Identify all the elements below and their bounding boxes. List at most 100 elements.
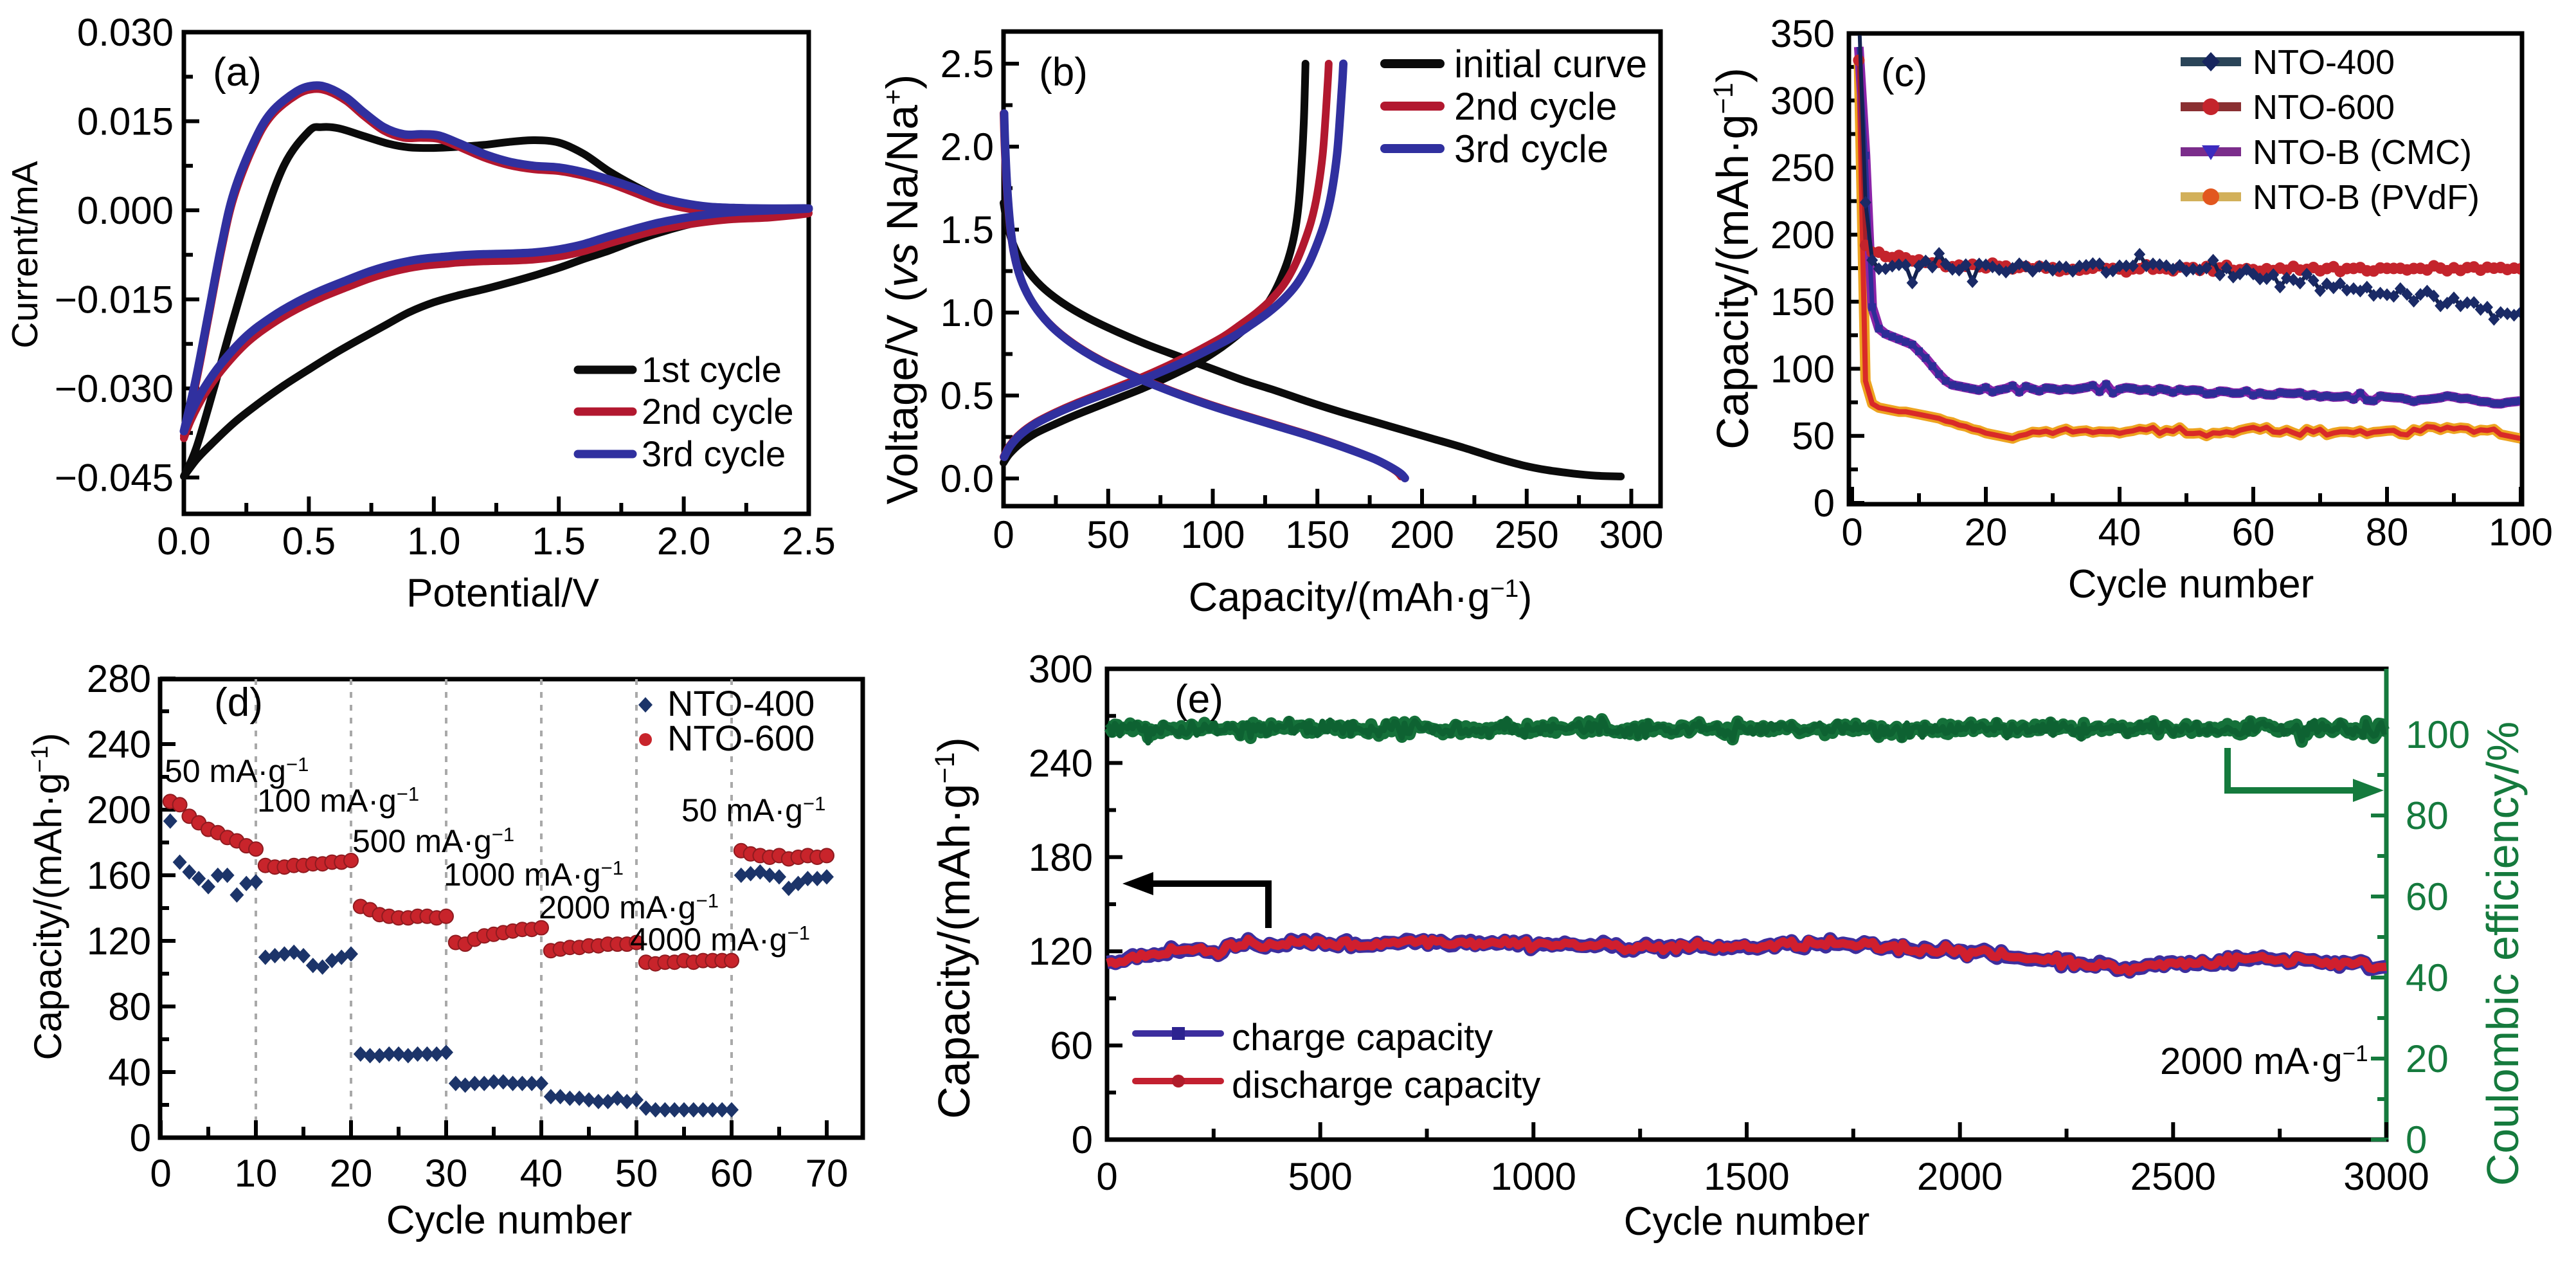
svg-text:120: 120	[87, 920, 151, 963]
svg-text:(e): (e)	[1175, 677, 1223, 722]
svg-text:180: 180	[1029, 836, 1093, 879]
svg-text:NTO-400: NTO-400	[2253, 43, 2395, 82]
svg-text:NTO-400: NTO-400	[667, 683, 815, 723]
svg-text:Cycle number: Cycle number	[1624, 1199, 1869, 1244]
svg-text:3000: 3000	[2343, 1155, 2429, 1198]
svg-text:Capacity/(mAh·g−1​): Capacity/(mAh·g−1​)	[1189, 575, 1533, 620]
svg-text:Potential/V: Potential/V	[406, 571, 600, 615]
svg-text:2nd cycle: 2nd cycle	[642, 391, 794, 432]
svg-text:NTO-600: NTO-600	[2253, 88, 2395, 127]
svg-text:280: 280	[87, 657, 151, 700]
svg-text:Cycle number: Cycle number	[386, 1198, 632, 1242]
svg-text:40: 40	[108, 1051, 151, 1094]
svg-text:Cycle number: Cycle number	[2068, 562, 2314, 606]
svg-text:−0.030: −0.030	[55, 367, 174, 410]
svg-text:50 mA·g−1​: 50 mA·g−1​	[165, 753, 309, 789]
svg-text:0.000: 0.000	[77, 189, 174, 232]
svg-text:0: 0	[130, 1116, 151, 1160]
svg-text:0: 0	[1072, 1118, 1093, 1161]
svg-text:60: 60	[1050, 1024, 1093, 1068]
svg-text:4000 mA·g−1​: 4000 mA·g−1​	[630, 922, 810, 958]
svg-text:1000: 1000	[1491, 1155, 1576, 1198]
svg-text:Coulombic efficiency/%: Coulombic efficiency/%	[2478, 722, 2528, 1186]
svg-text:60: 60	[710, 1152, 753, 1195]
svg-text:50 mA·g−1​: 50 mA·g−1​	[681, 792, 825, 828]
svg-text:2.0: 2.0	[941, 125, 994, 168]
svg-text:3rd cycle: 3rd cycle	[1454, 127, 1608, 170]
svg-text:300: 300	[1599, 513, 1663, 556]
svg-text:500: 500	[1288, 1155, 1353, 1198]
svg-text:50: 50	[1792, 415, 1835, 458]
svg-text:0: 0	[1096, 1155, 1117, 1198]
svg-text:1000 mA·g−1​: 1000 mA·g−1​	[444, 857, 624, 893]
svg-text:30: 30	[425, 1152, 468, 1195]
svg-text:100: 100	[1180, 513, 1245, 556]
svg-text:100: 100	[1770, 347, 1835, 390]
svg-text:240: 240	[87, 723, 151, 766]
svg-text:1.5: 1.5	[532, 520, 585, 563]
svg-text:100: 100	[2489, 511, 2553, 554]
svg-text:0.0: 0.0	[157, 520, 210, 563]
svg-text:2500: 2500	[2130, 1155, 2216, 1198]
svg-text:0.5: 0.5	[941, 374, 994, 417]
svg-text:70: 70	[806, 1152, 849, 1195]
svg-text:0.015: 0.015	[77, 100, 174, 143]
svg-text:0: 0	[1841, 511, 1862, 554]
svg-text:10: 10	[235, 1152, 278, 1195]
svg-text:0: 0	[993, 513, 1014, 556]
svg-text:(b): (b)	[1039, 50, 1088, 95]
svg-text:−0.015: −0.015	[55, 278, 174, 321]
svg-text:Voltage/V (vs Na/Na+​): Voltage/V (vs Na/Na+​)	[878, 75, 927, 505]
svg-text:initial curve: initial curve	[1454, 42, 1647, 86]
svg-text:Capacity/(mAh·g−1​): Capacity/(mAh·g−1​)	[26, 733, 69, 1060]
svg-text:(c): (c)	[1881, 51, 1927, 95]
svg-text:250: 250	[1495, 513, 1559, 556]
svg-text:20: 20	[330, 1152, 373, 1195]
svg-text:60: 60	[2406, 875, 2449, 918]
svg-text:80: 80	[2366, 511, 2409, 554]
svg-text:0: 0	[1814, 482, 1835, 525]
svg-text:(a): (a)	[213, 50, 262, 95]
svg-text:1.0: 1.0	[941, 291, 994, 334]
svg-text:40: 40	[520, 1152, 563, 1195]
svg-text:Current/mA: Current/mA	[5, 161, 46, 348]
svg-text:500 mA·g−1​: 500 mA·g−1​	[352, 823, 514, 859]
svg-text:160: 160	[87, 854, 151, 897]
svg-text:1st cycle: 1st cycle	[642, 349, 782, 390]
svg-text:charge capacity: charge capacity	[1232, 1017, 1493, 1059]
svg-text:1.5: 1.5	[941, 208, 994, 251]
svg-text:300: 300	[1770, 79, 1835, 122]
svg-text:0: 0	[2406, 1118, 2427, 1161]
svg-text:120: 120	[1029, 930, 1093, 973]
svg-text:1.0: 1.0	[407, 520, 460, 563]
svg-text:Capacity/(mAh·g−1​): Capacity/(mAh·g−1​)	[1707, 68, 1758, 450]
svg-text:0.5: 0.5	[282, 520, 336, 563]
svg-text:2.0: 2.0	[657, 520, 710, 563]
svg-text:0: 0	[150, 1152, 171, 1195]
svg-text:3rd cycle: 3rd cycle	[642, 433, 786, 474]
svg-text:(d): (d)	[214, 680, 263, 725]
svg-text:40: 40	[2406, 956, 2449, 999]
svg-text:40: 40	[2098, 511, 2141, 554]
svg-text:−0.045: −0.045	[55, 456, 174, 499]
svg-text:NTO-B (PVdF): NTO-B (PVdF)	[2253, 178, 2480, 217]
svg-text:200: 200	[1390, 513, 1454, 556]
svg-text:2000: 2000	[1917, 1155, 2003, 1198]
svg-text:150: 150	[1285, 513, 1349, 556]
svg-text:NTO-B (CMC): NTO-B (CMC)	[2253, 133, 2472, 172]
svg-text:60: 60	[2232, 511, 2275, 554]
svg-text:200: 200	[1770, 214, 1835, 257]
svg-text:2nd cycle: 2nd cycle	[1454, 85, 1617, 128]
svg-text:2.5: 2.5	[782, 520, 835, 563]
svg-text:200: 200	[87, 788, 151, 832]
svg-text:Capacity/(mAh·g−1​): Capacity/(mAh·g−1​)	[929, 737, 979, 1119]
svg-text:80: 80	[2406, 794, 2449, 837]
svg-text:350: 350	[1770, 12, 1835, 55]
svg-text:discharge capacity: discharge capacity	[1232, 1064, 1540, 1106]
svg-text:100: 100	[2406, 713, 2470, 756]
svg-text:2000 mA·g−1​: 2000 mA·g−1​	[539, 889, 719, 925]
svg-text:20: 20	[2406, 1037, 2449, 1080]
svg-text:50: 50	[615, 1152, 658, 1195]
svg-text:100 mA·g−1​: 100 mA·g−1​	[257, 783, 419, 819]
svg-text:NTO-600: NTO-600	[667, 718, 815, 758]
